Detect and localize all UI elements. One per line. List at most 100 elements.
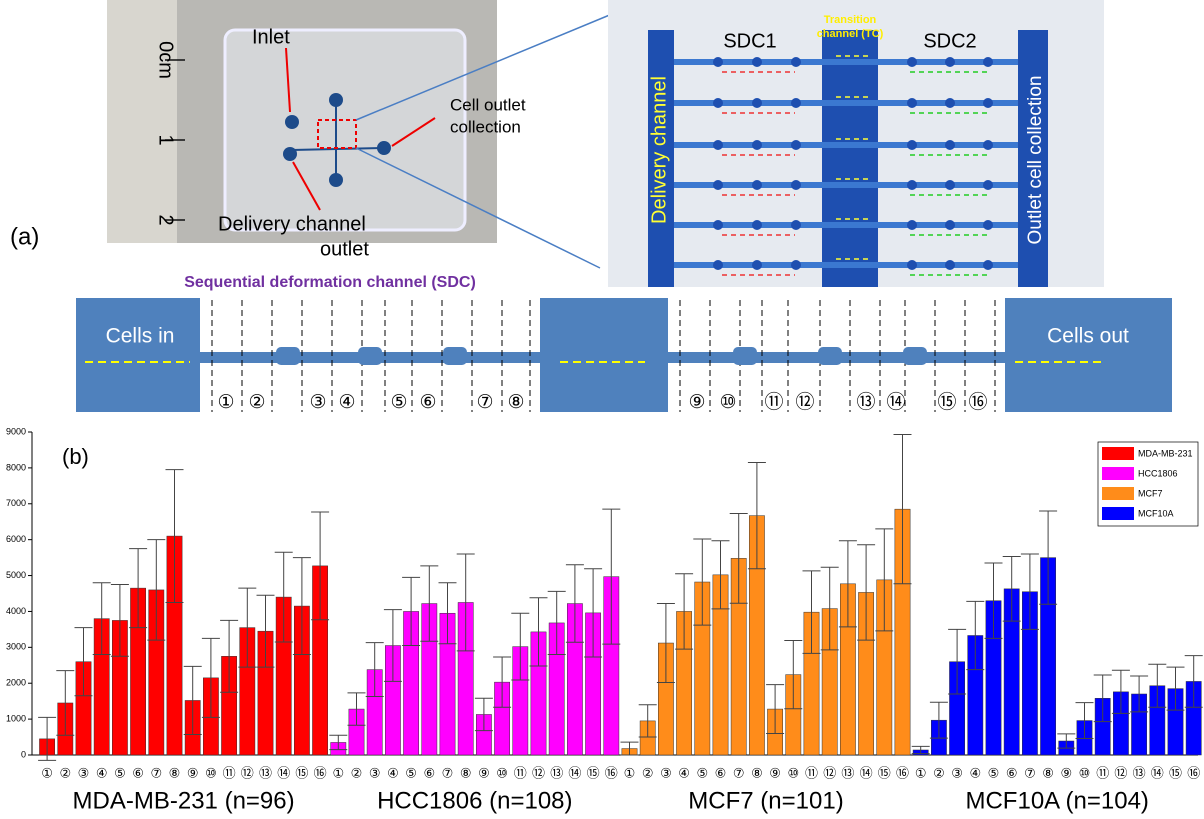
error-bar	[1130, 675, 1149, 713]
x-tick-label: ⑯	[896, 765, 909, 780]
sdc-channel	[674, 59, 1018, 65]
constriction	[443, 347, 467, 365]
transition-channel	[822, 30, 878, 287]
legend-swatch	[1102, 467, 1134, 480]
x-tick-label: ⑪	[805, 765, 818, 780]
x-tick-label: ⑫	[241, 765, 254, 780]
segment-label: ②	[248, 392, 265, 413]
x-tick-label: ③	[660, 765, 672, 780]
constriction	[733, 347, 757, 365]
constriction	[713, 98, 723, 108]
constriction	[791, 140, 801, 150]
x-tick-label: ⑤	[988, 765, 1000, 780]
error-bar	[711, 540, 730, 610]
error-bar	[1093, 674, 1112, 723]
constriction	[752, 260, 762, 270]
sdc-channel	[674, 142, 1018, 148]
port	[285, 115, 299, 129]
y-tick-label: 4000	[6, 606, 26, 616]
inlet-label: Inlet	[252, 26, 290, 48]
legend-label: MCF7	[1138, 488, 1163, 498]
sdc-title: Sequential deformation channel (SDC)	[184, 274, 476, 291]
micrograph: Delivery channel Outlet cell collection …	[608, 0, 1104, 287]
segment-label: ⑦	[476, 392, 493, 413]
segment-label: ⑨	[688, 392, 705, 413]
x-tick-label: ④	[96, 765, 108, 780]
error-bar	[238, 587, 257, 668]
error-bar	[565, 564, 584, 643]
error-bar	[911, 745, 930, 755]
x-tick-label: ⑧	[169, 765, 181, 780]
device-photo: 0cm 1 2 Inlet Cell outlet collection Del…	[107, 0, 526, 260]
x-tick-label: ⑥	[132, 765, 144, 780]
x-tick-label: ⑭	[1151, 765, 1164, 780]
y-tick-label: 1000	[6, 713, 26, 723]
group-label: MDA-MB-231 (n=96)	[73, 787, 295, 814]
x-tick-label: ⑮	[295, 765, 308, 780]
schematic: Sequential deformation channel (SDC) Cel…	[76, 274, 1172, 413]
cells-out-label: Cells out	[1047, 325, 1129, 348]
segment-label: ⑩	[719, 392, 736, 413]
error-bar	[347, 692, 366, 726]
outlet-block	[1005, 298, 1172, 412]
error-bar	[1075, 702, 1094, 739]
x-tick-label: ⑮	[878, 765, 891, 780]
error-bar	[948, 628, 967, 695]
error-bar	[729, 512, 748, 604]
x-tick-label: ⑨	[478, 765, 490, 780]
error-bar	[802, 570, 821, 654]
error-bar	[838, 540, 857, 628]
error-bar	[92, 582, 111, 656]
error-bar	[693, 538, 712, 626]
x-tick-label: ①	[915, 765, 927, 780]
outlet-label: Outlet cell collection	[1025, 76, 1046, 245]
error-bar	[638, 704, 657, 738]
constriction	[818, 347, 842, 365]
error-bar	[675, 573, 694, 650]
error-bar	[1039, 510, 1058, 605]
error-bar	[110, 584, 129, 657]
error-bar	[129, 548, 148, 629]
legend-swatch	[1102, 487, 1134, 500]
segment-label: ④	[338, 392, 355, 413]
x-tick-label: ①	[332, 765, 344, 780]
x-tick-label: ⑪	[514, 765, 527, 780]
error-bar	[1111, 669, 1130, 714]
zoom-line	[355, 13, 613, 121]
x-tick-label: ②	[351, 765, 363, 780]
cell-outlet-label: collection	[450, 117, 521, 136]
constriction	[752, 220, 762, 230]
ruler	[107, 0, 177, 243]
y-tick-label: 8000	[6, 462, 26, 472]
constriction	[907, 220, 917, 230]
sdc-channel	[674, 222, 1018, 228]
segment-label: ⑭	[886, 391, 905, 413]
x-tick-label: ⑭	[860, 765, 873, 780]
constriction	[945, 140, 955, 150]
constriction	[752, 57, 762, 67]
legend-swatch	[1102, 507, 1134, 520]
x-tick-label: ⑦	[733, 765, 745, 780]
legend-label: MCF10A	[1138, 508, 1174, 518]
x-tick-label: ⑪	[223, 765, 236, 780]
x-tick-label: ⑭	[568, 765, 581, 780]
constriction	[713, 220, 723, 230]
constriction	[752, 98, 762, 108]
error-bar	[438, 582, 457, 645]
x-tick-label: ⑤	[114, 765, 126, 780]
error-bar	[875, 528, 894, 632]
x-tick-label: ④	[387, 765, 399, 780]
constriction	[945, 98, 955, 108]
error-bar	[1184, 655, 1203, 708]
y-tick-label: 0	[21, 749, 26, 759]
error-bar	[547, 590, 566, 656]
x-tick-label: ⑤	[696, 765, 708, 780]
chip	[223, 28, 467, 232]
error-bar	[74, 627, 93, 697]
x-tick-label: ⑩	[1079, 765, 1091, 780]
constriction	[945, 220, 955, 230]
x-tick-label: ③	[369, 765, 381, 780]
x-tick-label: ⑫	[1114, 765, 1127, 780]
transition-label: Transition	[824, 14, 877, 26]
error-bar	[620, 741, 639, 756]
